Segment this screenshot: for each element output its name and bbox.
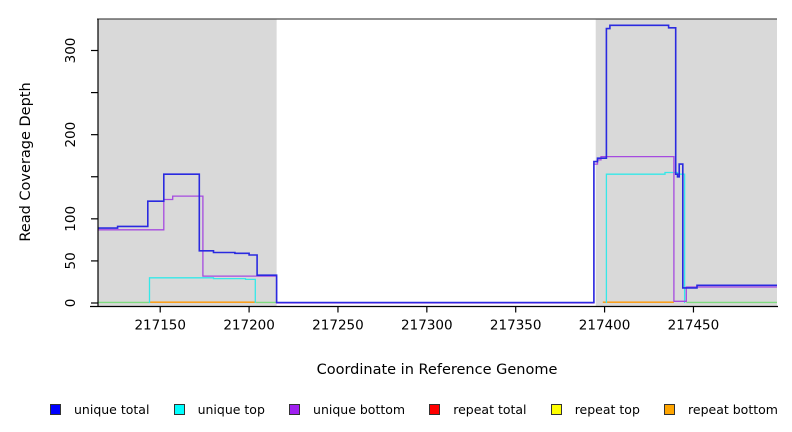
- legend-swatch-repeat-top: [550, 403, 562, 415]
- legend-swatch-unique-total: [50, 403, 61, 415]
- series-unique-total-line: [98, 24, 777, 304]
- y-tick-label: 300: [63, 38, 79, 64]
- x-tick-label: 217350: [490, 318, 542, 334]
- x-tick-label: 217400: [579, 318, 631, 334]
- legend-label: unique bottom: [313, 401, 406, 417]
- legend-item-repeat-bottom: repeat bottom: [664, 402, 778, 417]
- legend-item-unique-top: unique top: [173, 401, 265, 417]
- x-tick-label: 217200: [223, 318, 275, 334]
- legend-swatch-repeat-bottom: [664, 403, 676, 415]
- legend-label: repeat bottom: [688, 401, 778, 417]
- y-tick-label: 200: [63, 122, 79, 148]
- legend-item-repeat-top: repeat top: [550, 401, 640, 417]
- legend-label: unique top: [197, 401, 265, 417]
- shaded-left: [98, 19, 277, 306]
- coverage-chart: 217150 217200 217250 217300 217350 217400 2174…: [18, 18, 778, 378]
- y-tick-label: 0: [63, 299, 79, 308]
- legend-swatch-unique-top: [173, 403, 185, 415]
- legend-item-repeat-total: repeat total: [429, 401, 527, 417]
- legend-item-unique-bottom: unique bottom: [289, 402, 405, 417]
- x-tick-label: 217150: [134, 318, 186, 334]
- legend-label: repeat top: [574, 401, 640, 417]
- x-axis-label: Coordinate in Reference Genome: [317, 362, 558, 378]
- x-tick-label: 217300: [401, 318, 453, 334]
- y-tick-label: 100: [63, 206, 79, 232]
- legend-swatch-unique-bottom: [289, 403, 301, 415]
- y-tick-label: 50: [63, 252, 79, 269]
- legend-swatch-repeat-total: [429, 403, 441, 415]
- shaded-right: [595, 19, 777, 306]
- legend-label: unique total: [74, 401, 150, 417]
- x-tick-label: 217250: [312, 318, 364, 334]
- chart-legend: unique total unique top unique bottom repea…: [0, 394, 792, 424]
- y-axis-label: Read Coverage Depth: [18, 82, 34, 241]
- x-tick-label: 217450: [668, 318, 720, 334]
- series-unique-top-line: [148, 277, 256, 303]
- legend-item-unique-total: unique total: [50, 402, 149, 417]
- legend-label: repeat total: [453, 401, 527, 417]
